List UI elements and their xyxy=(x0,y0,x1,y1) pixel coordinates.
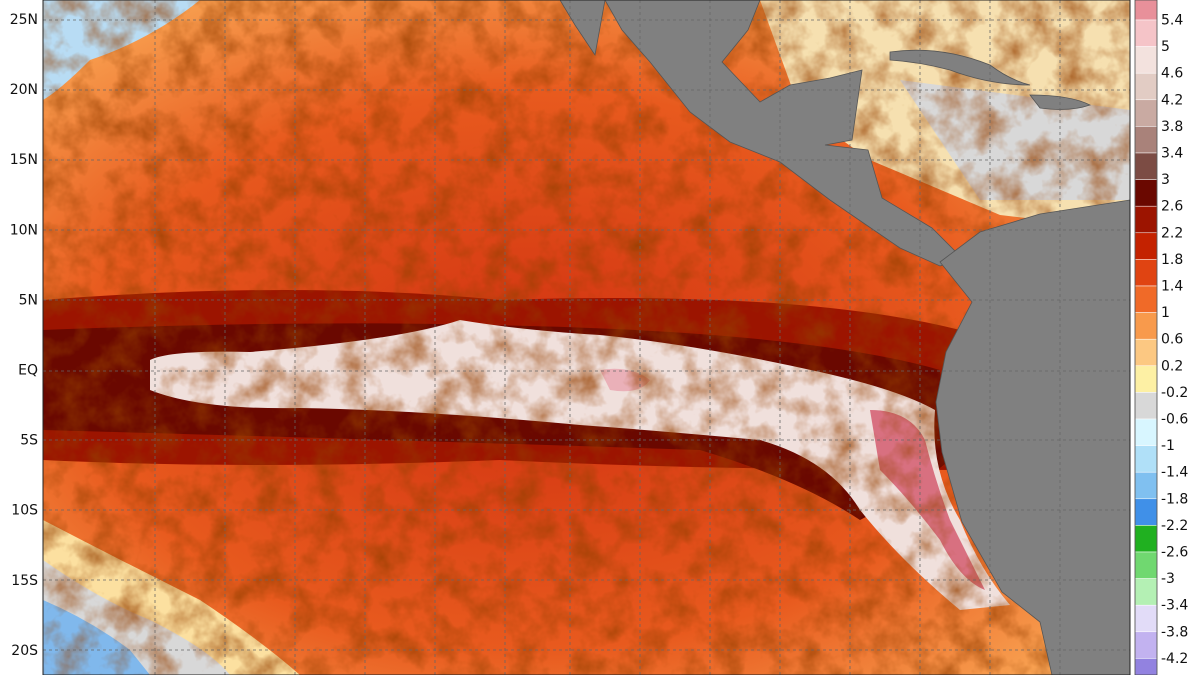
latitude-label: 10S xyxy=(11,503,38,519)
colorbar-segment xyxy=(1134,365,1158,393)
land xyxy=(889,49,1031,86)
land xyxy=(604,0,963,267)
colorbar-label: 5 xyxy=(1161,39,1170,55)
colorbar-label: -2.2 xyxy=(1161,518,1188,534)
latitude-label: 5N xyxy=(19,292,38,308)
graticule xyxy=(43,0,1130,675)
colorbar-segment xyxy=(1134,445,1158,473)
latitude-label: 25N xyxy=(10,12,38,28)
colorbar-segment xyxy=(1134,631,1158,659)
colorbar-label: 3 xyxy=(1161,172,1170,188)
colorbar-segment xyxy=(1134,152,1158,180)
colorbar-label: -1 xyxy=(1161,438,1175,454)
colorbar-label: -4.2 xyxy=(1161,651,1188,667)
colorbar-segment xyxy=(1134,392,1158,420)
colorbar-label: 4.6 xyxy=(1161,66,1183,82)
colorbar-segment xyxy=(1134,418,1158,446)
colorbar-segment xyxy=(1134,578,1158,606)
colorbar-segment xyxy=(1134,0,1158,21)
land xyxy=(935,199,1130,675)
colorbar-segment xyxy=(1134,338,1158,367)
colorbar-label: -0.6 xyxy=(1161,412,1188,428)
latitude-label: 5S xyxy=(20,433,38,449)
colorbar-segment xyxy=(1134,604,1158,633)
latitude-label: 15S xyxy=(11,573,38,589)
colorbar-label: 2.6 xyxy=(1161,199,1183,215)
latitude-label: 20N xyxy=(10,82,38,98)
colorbar-label: -1.4 xyxy=(1161,465,1188,481)
colorbar-segment xyxy=(1134,232,1158,260)
colorbar-label: 1.8 xyxy=(1161,252,1183,268)
colorbar-frame xyxy=(1134,0,1158,675)
colorbar-label: 0.6 xyxy=(1161,332,1183,348)
colorbar-segment xyxy=(1134,312,1158,340)
colorbar-label: -2.6 xyxy=(1161,545,1188,561)
colorbar-segment xyxy=(1134,46,1158,74)
colorbar-label: 3.4 xyxy=(1161,146,1183,162)
latitude-label: 10N xyxy=(10,222,38,238)
colorbar-segment xyxy=(1134,19,1158,47)
colorbar-segment xyxy=(1134,72,1158,101)
latitude-label: 20S xyxy=(11,643,38,659)
land xyxy=(559,0,606,57)
colorbar-label: -0.2 xyxy=(1161,385,1188,401)
colorbar-segment xyxy=(1134,498,1158,526)
texture xyxy=(43,0,1130,675)
colorbar-segment xyxy=(1134,205,1158,234)
colorbar-label: -3.4 xyxy=(1161,598,1188,614)
latitude-labels: 25N 20N 15N 10N 5N EQ 5S 10S 15S 20S xyxy=(10,12,38,659)
colorbar-segment xyxy=(1134,179,1158,207)
colorbar: 5.4 5 4.6 4.2 3.8 3.4 3 2.6 2.2 1.8 1.4 1 0.6 0.2 -0.2… xyxy=(1134,0,1188,675)
colorbar-label: -3 xyxy=(1161,571,1175,587)
colorbar-label: -1.8 xyxy=(1161,491,1188,507)
colorbar-label: -3.8 xyxy=(1161,624,1188,640)
latitude-label: 15N xyxy=(10,152,38,168)
colorbar-segment xyxy=(1134,551,1158,579)
colorbar-label: 3.8 xyxy=(1161,119,1183,135)
colorbar-segment xyxy=(1134,126,1158,154)
colorbar-segment xyxy=(1134,658,1158,675)
colorbar-segment xyxy=(1134,471,1158,500)
colorbar-segment xyxy=(1134,525,1158,553)
colorbar-label: 1.4 xyxy=(1161,279,1183,295)
colorbar-segment xyxy=(1134,99,1158,127)
colorbar-label: 0.2 xyxy=(1161,358,1183,374)
latitude-label: EQ xyxy=(18,363,38,379)
map-frame xyxy=(42,0,1131,675)
map-area xyxy=(43,0,1130,675)
colorbar-segment xyxy=(1134,259,1158,287)
colorbar-label: 2.2 xyxy=(1161,225,1183,241)
colorbar-label: 4.2 xyxy=(1161,92,1183,108)
colorbar-segment xyxy=(1134,285,1158,313)
colorbar-label: 1 xyxy=(1161,305,1170,321)
colorbar-label: 5.4 xyxy=(1161,13,1183,29)
